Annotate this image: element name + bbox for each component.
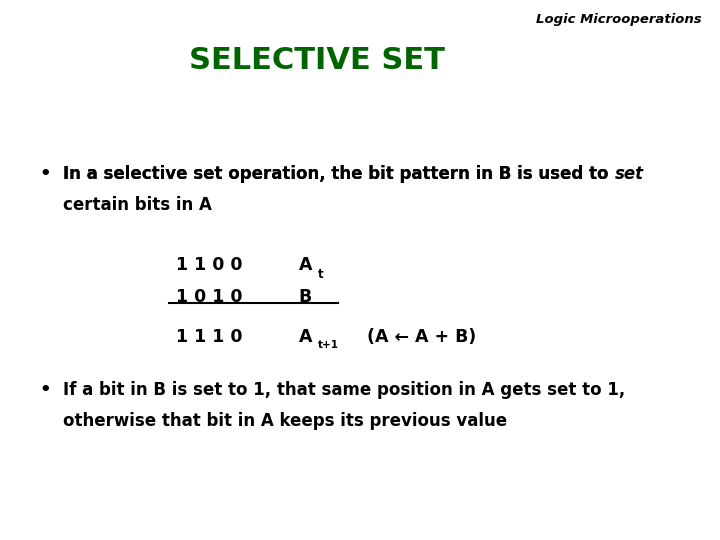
Text: SELECTIVE SET: SELECTIVE SET: [189, 46, 445, 75]
Text: 1 1 1 0: 1 1 1 0: [176, 328, 243, 346]
Text: A: A: [299, 256, 312, 274]
Text: B: B: [299, 288, 312, 306]
Text: Logic Microoperations: Logic Microoperations: [536, 14, 702, 26]
Text: In a selective set operation, the bit pattern in B is used to: In a selective set operation, the bit pa…: [63, 165, 615, 183]
Text: t: t: [318, 268, 323, 281]
Text: 1 0 1 0: 1 0 1 0: [176, 288, 243, 306]
Text: If a bit in B is set to 1, that same position in A gets set to 1,: If a bit in B is set to 1, that same pos…: [63, 381, 626, 399]
Text: 1 1 0 0: 1 1 0 0: [176, 256, 243, 274]
Text: (A ← A + B): (A ← A + B): [367, 328, 477, 346]
Text: otherwise that bit in A keeps its previous value: otherwise that bit in A keeps its previo…: [63, 412, 508, 430]
Text: certain bits in A: certain bits in A: [63, 196, 212, 214]
Text: •: •: [40, 381, 51, 399]
Text: t+1: t+1: [318, 340, 338, 350]
Text: In a selective set operation, the bit pattern in B is used to: In a selective set operation, the bit pa…: [63, 165, 615, 183]
Text: A: A: [299, 328, 312, 346]
Text: •: •: [40, 165, 51, 183]
Text: set: set: [615, 165, 644, 183]
